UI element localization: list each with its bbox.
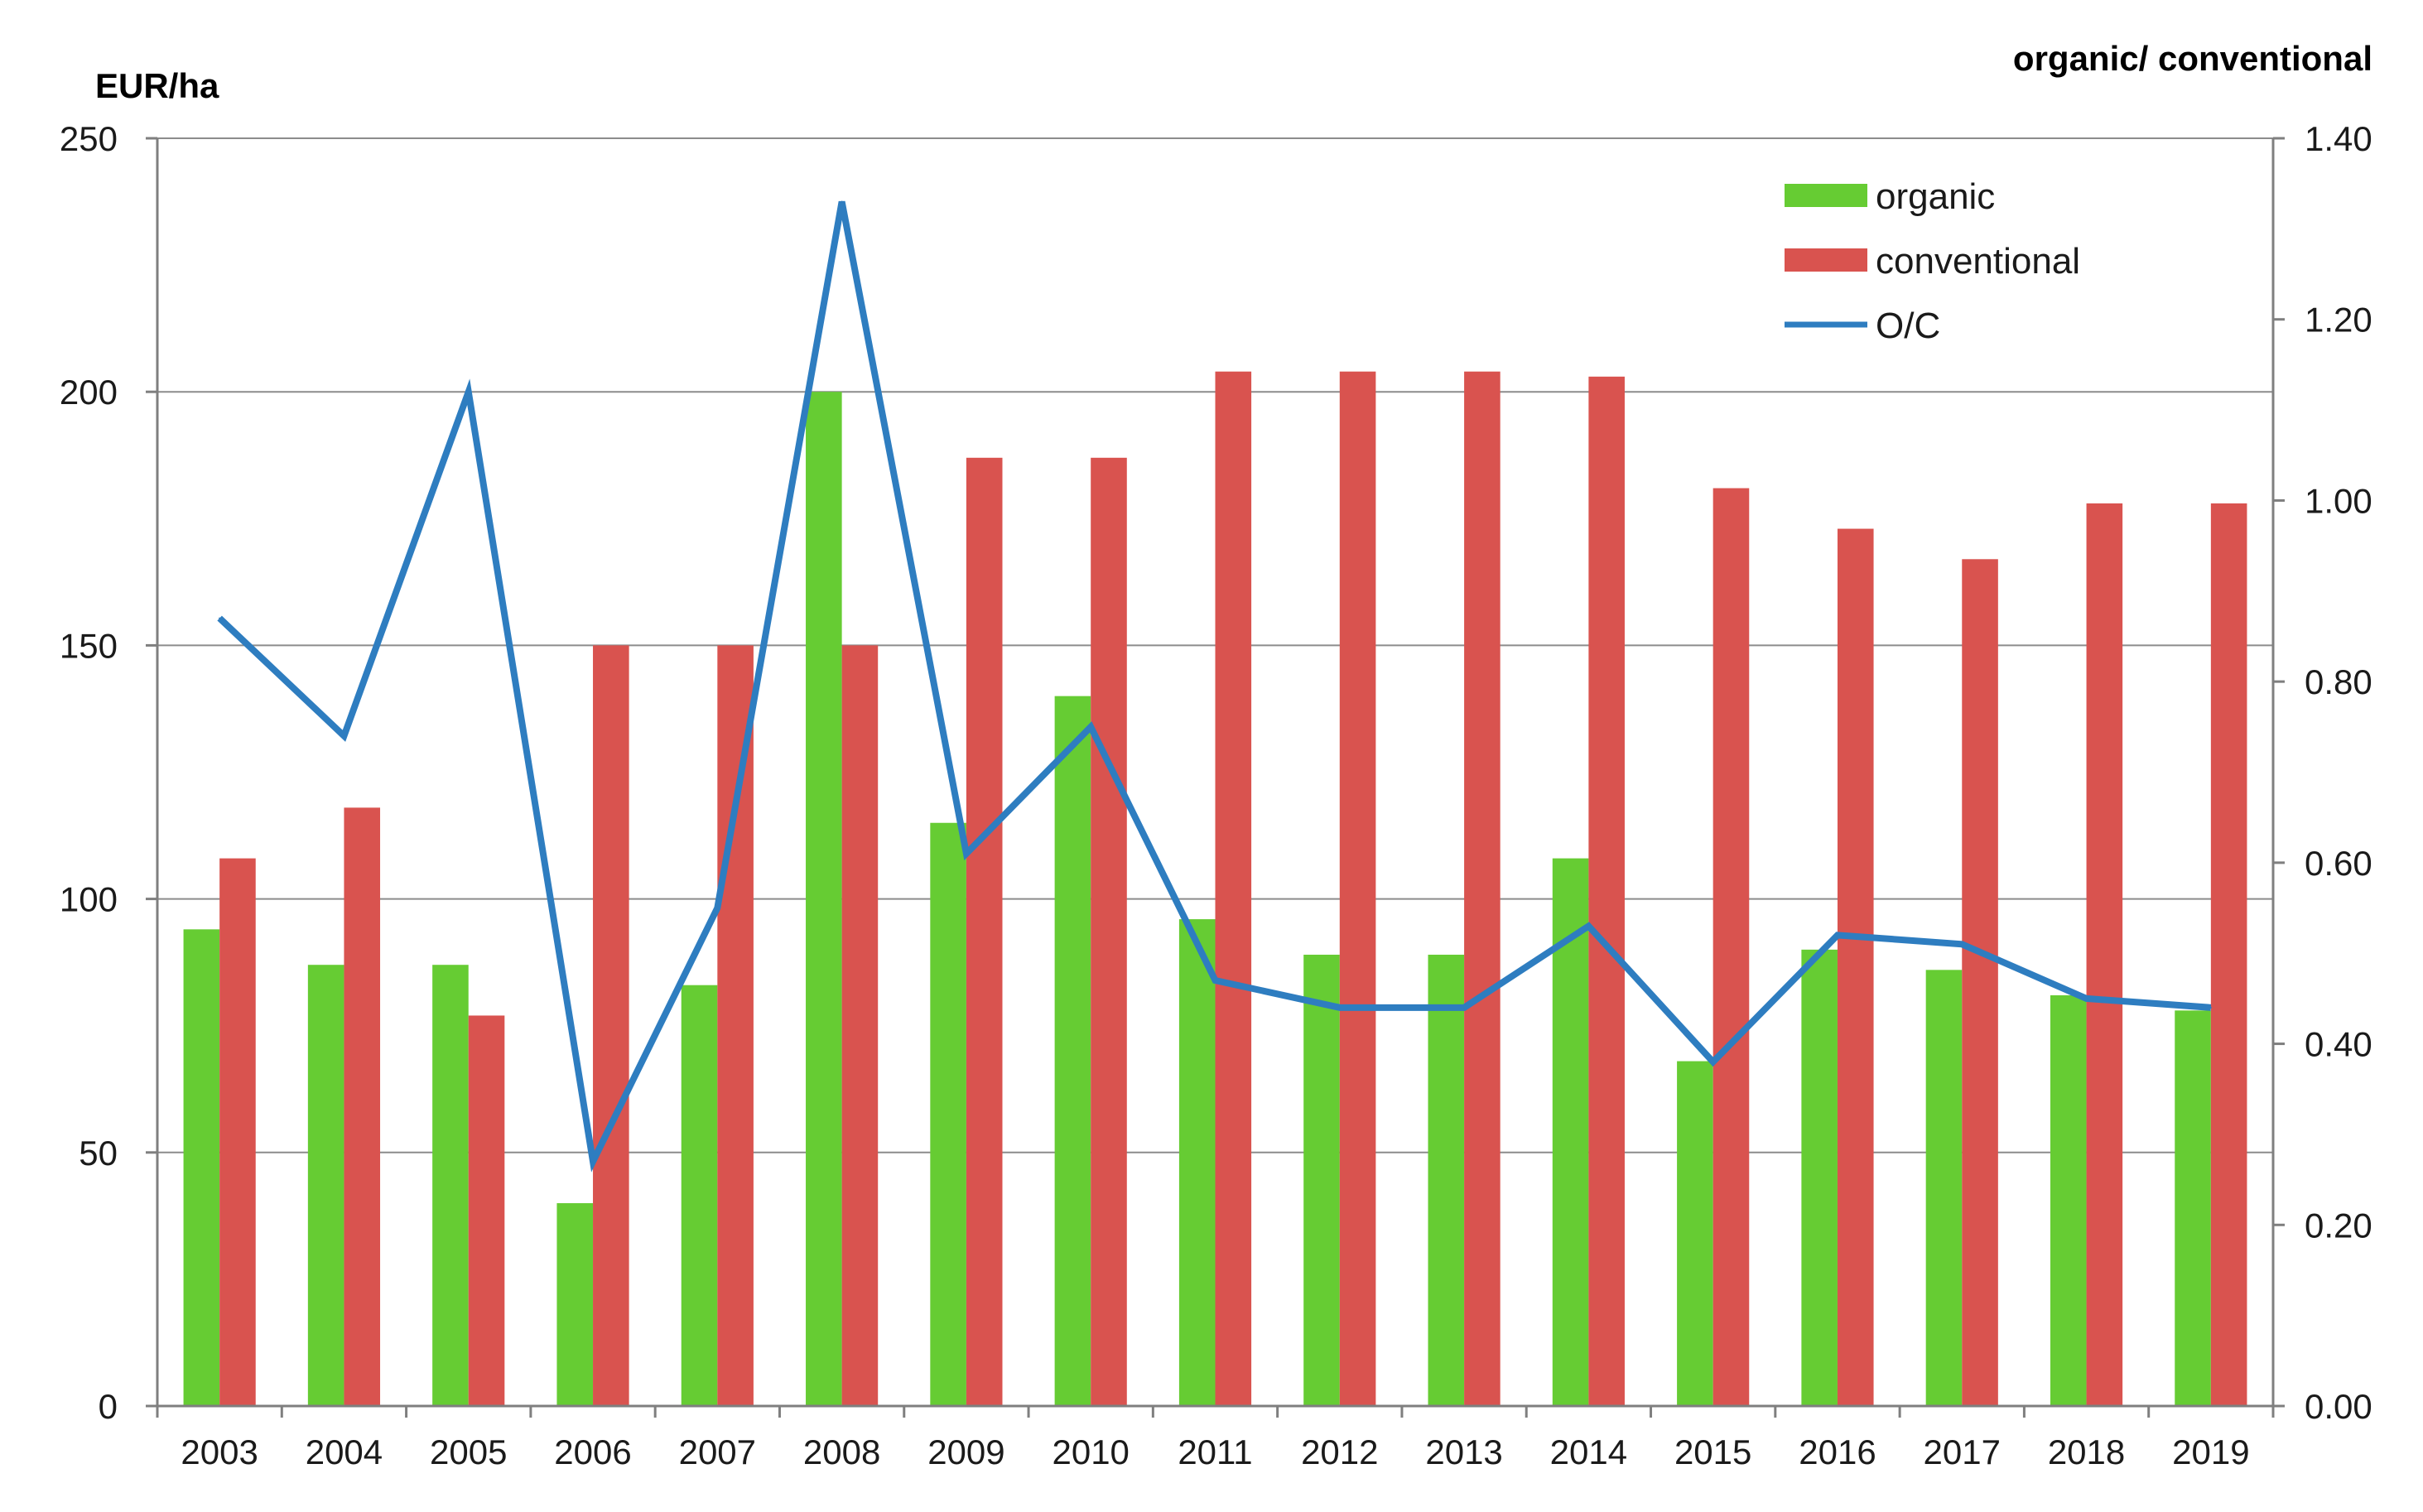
- x-tick-label-2015: 2015: [1674, 1433, 1751, 1471]
- bar-conventional-2016: [1837, 528, 1874, 1406]
- y-tick-label: 0: [99, 1387, 118, 1426]
- legend-swatch-organic: [1785, 184, 1867, 207]
- y2-tick-label: 0.60: [2305, 844, 2372, 883]
- y2-tick-label: 1.20: [2305, 301, 2372, 339]
- x-tick-label-2003: 2003: [181, 1433, 258, 1471]
- point-oc-2010: [1090, 725, 1092, 728]
- bar-organic-2012: [1303, 954, 1340, 1406]
- bar-conventional-2019: [2210, 503, 2247, 1406]
- bar-organic-2019: [2175, 1010, 2211, 1406]
- x-tick-label-2004: 2004: [306, 1433, 383, 1471]
- bar-organic-2007: [681, 985, 718, 1406]
- bar-conventional-2006: [593, 645, 629, 1406]
- y2-tick-label: 1.40: [2305, 119, 2372, 158]
- legend-label-oc: O/C: [1876, 306, 1940, 346]
- x-tick-label-2011: 2011: [1178, 1433, 1252, 1471]
- bar-conventional-2003: [219, 858, 256, 1406]
- point-oc-2015: [1712, 1061, 1714, 1063]
- legend: organic conventional O/C: [1785, 176, 2080, 346]
- bar-conventional-2012: [1339, 371, 1376, 1407]
- bar-conventional-2007: [717, 645, 754, 1406]
- point-oc-2014: [1587, 925, 1590, 927]
- bar-organic-2017: [1925, 970, 1963, 1406]
- bar-conventional-2009: [966, 457, 1003, 1406]
- bar-organic-2016: [1801, 949, 1838, 1406]
- bar-conventional-2017: [1962, 559, 1998, 1406]
- bar-organic-2004: [307, 965, 344, 1406]
- y2-tick-label: 0.80: [2305, 662, 2372, 701]
- y-tick-label: 200: [60, 373, 118, 412]
- bar-organic-2008: [806, 392, 842, 1407]
- bar-conventional-2011: [1215, 371, 1252, 1407]
- x-tick-label-2006: 2006: [554, 1433, 631, 1471]
- bar-conventional-2015: [1712, 488, 1750, 1406]
- axes: [146, 137, 2285, 1418]
- bar-organic-2013: [1428, 954, 1465, 1406]
- y-tick-label: 50: [79, 1134, 118, 1173]
- y2-tick-label: 1.00: [2305, 481, 2372, 520]
- ratio-line: [217, 200, 2212, 1173]
- bar-organic-2018: [2050, 994, 2087, 1406]
- y2-tick-label: 0.00: [2305, 1387, 2372, 1426]
- point-oc-2013: [1463, 1006, 1466, 1009]
- x-tick-label-2010: 2010: [1052, 1433, 1129, 1471]
- point-oc-2003: [219, 617, 221, 619]
- y2-axis-title: organic/ conventional: [2013, 39, 2372, 78]
- bars: [183, 371, 2247, 1407]
- bar-organic-2015: [1677, 1061, 1713, 1406]
- bar-organic-2010: [1054, 696, 1091, 1406]
- legend-label-conventional: conventional: [1876, 241, 2080, 282]
- x-tick-label-2019: 2019: [2172, 1433, 2249, 1471]
- point-oc-2009: [965, 852, 967, 855]
- x-tick-label-2017: 2017: [1924, 1433, 2001, 1471]
- bar-organic-2009: [930, 822, 966, 1406]
- bar-conventional-2005: [468, 1015, 505, 1406]
- bar-conventional-2008: [841, 645, 879, 1406]
- y-tick-label: 150: [60, 626, 118, 665]
- y-tick-label: 250: [60, 119, 118, 158]
- tick-labels: 0 50 100 150 200 250 0.00 0.20 0.40 0.60 0.80 1.00 1…: [60, 119, 2372, 1471]
- x-tick-label-2005: 2005: [430, 1433, 507, 1471]
- point-oc-2011: [1214, 980, 1216, 982]
- point-oc-2019: [2209, 1006, 2212, 1009]
- point-oc-2012: [1338, 1006, 1341, 1009]
- point-oc-2005: [467, 391, 470, 393]
- bar-conventional-2010: [1091, 457, 1127, 1406]
- bar-conventional-2013: [1464, 371, 1501, 1407]
- point-oc-2008: [841, 200, 843, 203]
- point-oc-2018: [2085, 997, 2088, 999]
- bar-organic-2005: [432, 965, 469, 1406]
- bar-organic-2006: [556, 1203, 594, 1406]
- y-tick-label: 100: [60, 880, 118, 919]
- point-oc-2006: [592, 1160, 595, 1163]
- y-axis-title: EUR/ha: [95, 66, 219, 105]
- legend-swatch-conventional: [1785, 248, 1867, 272]
- x-tick-label-2013: 2013: [1425, 1433, 1502, 1471]
- y2-tick-label: 0.20: [2305, 1206, 2372, 1245]
- legend-label-organic: organic: [1876, 176, 1995, 217]
- x-tick-label-2007: 2007: [679, 1433, 756, 1471]
- bar-organic-2003: [183, 929, 220, 1406]
- x-tick-label-2012: 2012: [1301, 1433, 1378, 1471]
- y2-tick-label: 0.40: [2305, 1025, 2372, 1064]
- x-tick-label-2016: 2016: [1799, 1433, 1876, 1471]
- bar-conventional-2018: [2086, 503, 2123, 1406]
- x-tick-label-2018: 2018: [2048, 1433, 2125, 1471]
- x-tick-label-2009: 2009: [927, 1433, 1004, 1471]
- bar-conventional-2004: [344, 807, 381, 1406]
- x-tick-label-2008: 2008: [803, 1433, 880, 1471]
- point-oc-2004: [343, 734, 345, 737]
- bar-organic-2011: [1178, 919, 1216, 1406]
- point-oc-2017: [1961, 943, 1963, 946]
- point-oc-2007: [716, 907, 719, 909]
- bar-conventional-2014: [1588, 376, 1625, 1406]
- x-tick-label-2014: 2014: [1550, 1433, 1627, 1471]
- point-oc-2016: [1836, 934, 1838, 937]
